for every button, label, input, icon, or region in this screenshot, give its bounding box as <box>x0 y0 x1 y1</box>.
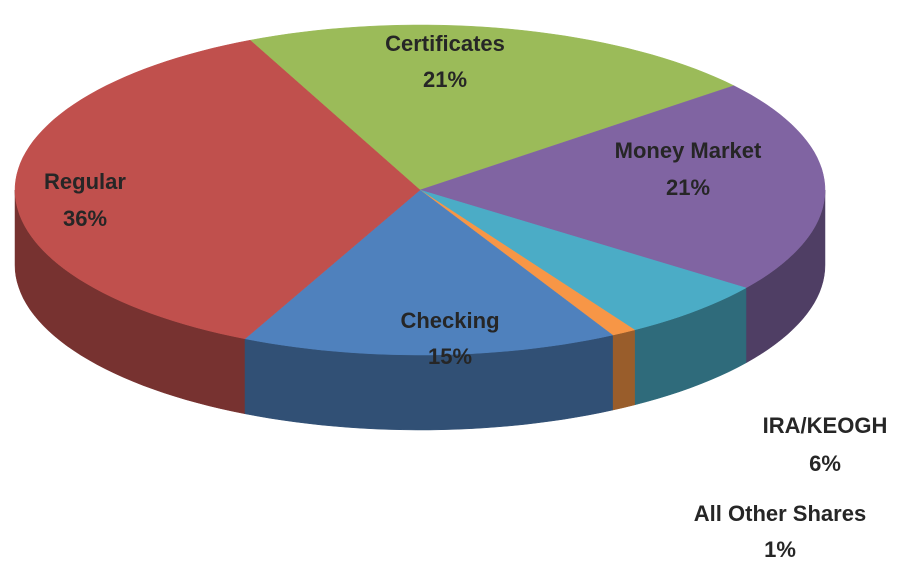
slice-label: Checking <box>400 308 499 333</box>
slice-label: Certificates <box>385 31 505 56</box>
slice-label: All Other Shares <box>694 501 866 526</box>
slice-side <box>612 329 635 411</box>
slice <box>419 85 826 289</box>
slice <box>244 189 614 356</box>
slice <box>249 24 735 191</box>
slice-value-label: 15% <box>428 344 472 369</box>
slice <box>14 39 421 340</box>
slice-value-label: 36% <box>63 206 107 231</box>
slice-value-label: 6% <box>809 451 841 476</box>
slice-value-label: 21% <box>423 67 467 92</box>
slice-label: IRA/KEOGH <box>763 413 888 438</box>
slice-label: Regular <box>44 169 126 194</box>
slice-value-label: 1% <box>764 537 796 562</box>
slice-label: Money Market <box>615 138 762 163</box>
slice-value-label: 21% <box>666 175 710 200</box>
slice <box>419 189 747 331</box>
